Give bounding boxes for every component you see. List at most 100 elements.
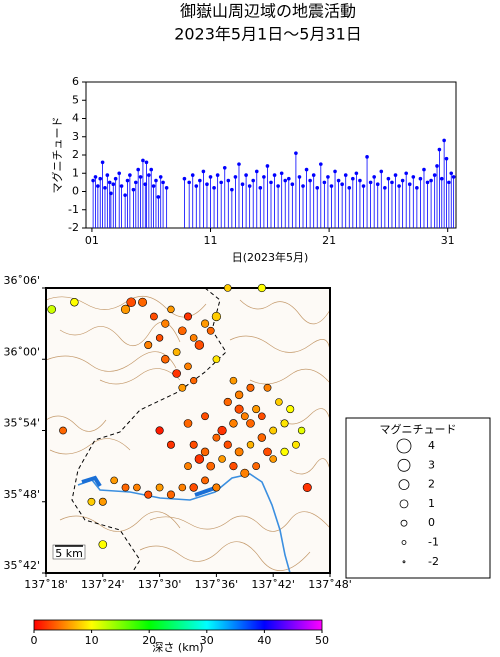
- quake: [258, 412, 266, 421]
- quake: [201, 476, 209, 485]
- quake: [133, 483, 141, 492]
- stem-head: [390, 180, 394, 185]
- stem-head: [311, 173, 316, 177]
- stem-head: [400, 178, 405, 183]
- y-tick-label: 5: [72, 93, 79, 106]
- stem-head: [297, 175, 302, 179]
- stem-head: [351, 176, 355, 181]
- quake: [229, 419, 238, 428]
- stem-head: [319, 162, 323, 166]
- stem-head: [100, 160, 105, 165]
- stem-head: [308, 178, 312, 183]
- stem-head: [365, 155, 369, 159]
- legend-label: -2: [428, 555, 439, 568]
- y-tick-label: 36˚06': [3, 274, 40, 287]
- stem-head: [111, 182, 116, 186]
- quake: [144, 340, 153, 349]
- colorbar-title: 深さ (km): [152, 641, 203, 654]
- stem-head: [386, 176, 391, 181]
- stem-head: [230, 187, 234, 192]
- stem-head: [198, 178, 202, 183]
- y-tick-label: 35˚42': [3, 559, 40, 572]
- stem-head: [276, 184, 280, 188]
- quake: [234, 404, 244, 414]
- quake: [212, 355, 221, 364]
- quake: [246, 383, 255, 392]
- stem-head: [251, 178, 256, 183]
- stem-head: [439, 176, 444, 181]
- quake: [280, 419, 289, 428]
- quake: [212, 483, 221, 492]
- stem-head: [222, 165, 227, 170]
- stem-head: [315, 186, 320, 190]
- legend-label: 0: [428, 516, 435, 529]
- x-tick-label: 01: [85, 234, 99, 247]
- colorbar-tick-label: 30: [200, 634, 214, 647]
- stem-head: [379, 169, 384, 174]
- scale-box: [52, 544, 86, 560]
- stem-head: [326, 175, 330, 179]
- quake: [178, 326, 187, 336]
- legend-label: 2: [428, 478, 435, 491]
- stem-head: [226, 178, 231, 183]
- contour: [99, 368, 181, 385]
- stem-head: [93, 175, 98, 179]
- legend-symbol: [398, 479, 410, 491]
- quake: [178, 383, 187, 392]
- stem-head: [103, 186, 107, 190]
- stem-head: [432, 173, 437, 177]
- stem-head: [187, 180, 191, 185]
- stem-head: [304, 167, 309, 172]
- contour: [59, 511, 181, 532]
- stem-head: [286, 176, 291, 181]
- y-tick-label: 6: [72, 75, 79, 88]
- quake: [269, 426, 278, 435]
- quake: [212, 433, 221, 442]
- stem-head: [98, 176, 103, 181]
- quake: [47, 305, 56, 314]
- x-axis-label: 日(2023年5月): [232, 250, 309, 264]
- quake: [302, 482, 312, 492]
- quake: [184, 462, 192, 471]
- legend-label: 3: [428, 458, 435, 471]
- quake: [297, 426, 306, 435]
- stem-head: [383, 186, 387, 190]
- legend-box: [345, 417, 491, 579]
- stem-head: [151, 184, 156, 188]
- stem-head: [247, 184, 252, 188]
- stem-head: [333, 169, 337, 174]
- stem-head: [451, 175, 456, 179]
- colorbar-tick-label: 10: [85, 634, 99, 647]
- y-tick-label: 35˚48': [3, 488, 40, 501]
- quake: [189, 334, 198, 342]
- legend-symbol: [400, 519, 408, 527]
- chart-title: 御嶽山周辺域の地震活動: [180, 2, 356, 21]
- quake: [178, 483, 187, 492]
- quake: [184, 362, 192, 371]
- quake: [257, 283, 266, 293]
- quake: [126, 297, 136, 308]
- boundary: [71, 287, 227, 574]
- x-tick-label: 137˚48': [308, 578, 352, 591]
- stem-head: [240, 182, 245, 186]
- stem-head: [205, 182, 209, 186]
- stem-head: [125, 178, 130, 183]
- quake: [252, 462, 261, 471]
- quake: [155, 426, 164, 435]
- stem-head: [208, 175, 213, 179]
- y-tick-label: 0: [72, 185, 79, 198]
- x-tick-label: 137˚30': [138, 578, 182, 591]
- quake: [183, 419, 193, 428]
- stem-head: [322, 180, 327, 185]
- quake: [206, 461, 216, 471]
- stem-head: [154, 178, 158, 183]
- stem-head: [254, 169, 259, 174]
- quake: [218, 455, 226, 463]
- stem-head: [329, 184, 334, 188]
- colorbar-tick-label: 40: [257, 634, 271, 647]
- chart-subtitle: 2023年5月1日～5月31日: [174, 25, 362, 44]
- stem-head: [147, 173, 151, 177]
- lake: [194, 486, 216, 497]
- quake: [70, 298, 79, 307]
